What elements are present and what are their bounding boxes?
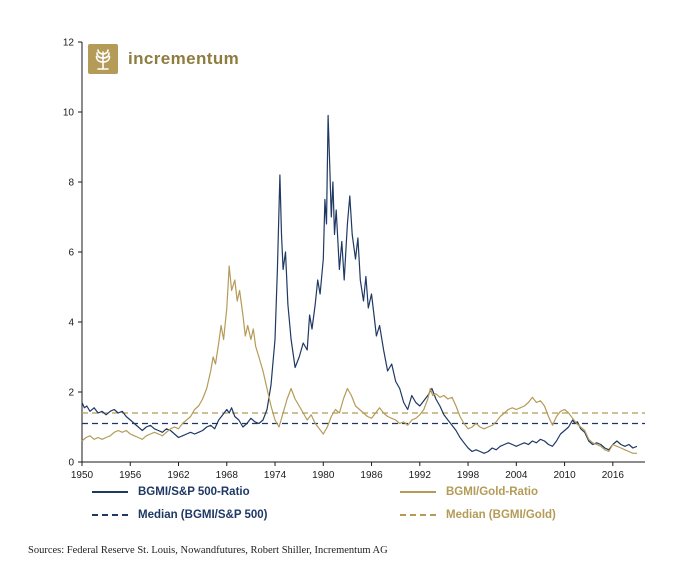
legend-item-median-bgmi-gold: Median (BGMI/Gold) — [400, 509, 556, 521]
x-tick-label: 1950 — [71, 470, 94, 478]
legend-item-median-bgmi-sp500: Median (BGMI/S&P 500) — [92, 509, 400, 521]
chart-legend: BGMI/S&P 500-Ratio BGMI/Gold-Ratio Media… — [92, 486, 556, 521]
legend-label: BGMI/S&P 500-Ratio — [138, 486, 250, 498]
x-tick-label: 1968 — [216, 470, 239, 478]
legend-swatch-dashed-navy — [92, 514, 128, 516]
x-tick-label: 2004 — [505, 470, 528, 478]
y-tick-label: 10 — [63, 108, 75, 119]
x-tick-label: 1992 — [409, 470, 432, 478]
legend-item-bgmi-sp500-ratio: BGMI/S&P 500-Ratio — [92, 486, 400, 498]
y-tick-label: 12 — [63, 38, 75, 49]
y-tick-label: 0 — [68, 458, 74, 469]
y-tick-label: 6 — [68, 248, 74, 259]
y-tick-label: 8 — [68, 178, 74, 189]
x-tick-label: 1998 — [457, 470, 480, 478]
x-tick-label: 2016 — [602, 470, 625, 478]
source-note: Sources: Federal Reserve St. Louis, Nowa… — [28, 545, 388, 556]
y-tick-label: 2 — [68, 388, 74, 399]
x-tick-label: 1986 — [360, 470, 383, 478]
ratio-chart: 0 2 4 6 8 10 12 1950 1956 1962 1968 1974 1980 1986 199… — [63, 38, 645, 481]
y-tick-label: 4 — [68, 318, 74, 329]
incrementum-logo-text: incrementum — [128, 49, 240, 68]
series-line — [81, 265, 637, 454]
x-tick-label: 2010 — [553, 470, 576, 478]
incrementum-tree-icon — [88, 44, 118, 74]
legend-swatch-solid-gold — [400, 491, 436, 493]
x-tick-label: 1974 — [264, 470, 287, 478]
legend-label: Median (BGMI/Gold) — [446, 509, 556, 521]
legend-label: Median (BGMI/S&P 500) — [138, 509, 268, 521]
series-line — [81, 114, 638, 454]
legend-label: BGMI/Gold-Ratio — [446, 486, 538, 498]
legend-swatch-dashed-gold — [400, 514, 436, 516]
legend-item-bgmi-gold-ratio: BGMI/Gold-Ratio — [400, 486, 556, 498]
x-tick-label: 1962 — [167, 470, 190, 478]
x-tick-label: 1980 — [312, 470, 335, 478]
x-tick-label: 1956 — [119, 470, 142, 478]
incrementum-logo: incrementum — [88, 44, 239, 74]
legend-swatch-solid-navy — [92, 491, 128, 493]
